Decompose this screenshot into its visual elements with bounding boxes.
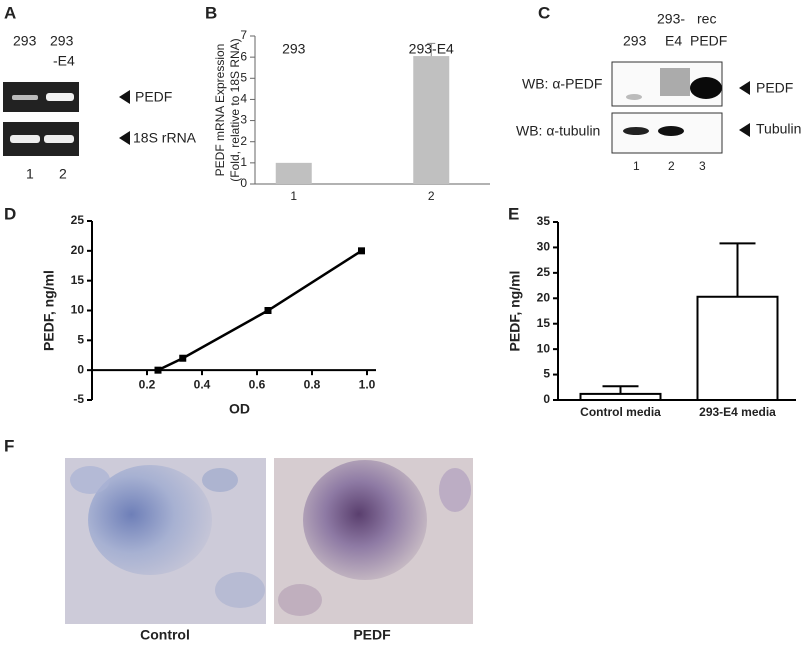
micrograph [65,458,266,624]
y-axis-label: (Fold, relative to 18S RNA) [228,38,242,181]
arrow [739,81,750,95]
lane-number: 3 [699,159,706,173]
x-axis-label: OD [229,401,250,417]
panel-label: D [4,204,16,223]
marker [358,247,365,255]
y-tick-label: 25 [71,213,85,227]
lane-number: 1 [26,166,34,182]
gel-band [46,93,74,101]
annotation: 293 [282,41,306,57]
x-tick-label: 0.8 [304,377,321,391]
y-axis-label: PEDF mRNA Expression [213,44,227,177]
blot-band [623,127,649,135]
marker [179,354,187,362]
lane-header: 293 [50,33,74,49]
gel-band [10,135,40,143]
micrograph [274,458,473,624]
y-tick-label: 6 [240,49,247,63]
panel-label: B [205,3,217,22]
band-label: Tubulin [756,121,801,137]
lane-header: -E4 [53,53,75,69]
image-label: PEDF [353,627,391,643]
blot-band [690,77,722,99]
y-tick-label: 2 [240,134,247,148]
x-tick-label: 293-E4 media [699,405,776,419]
marker [264,307,272,314]
gel-band [44,135,74,143]
lane-header: E4 [665,33,682,49]
y-tick-label: 10 [71,303,85,317]
x-tick-label: 0.2 [139,377,156,391]
y-tick-label: 25 [537,265,551,279]
blot-band [660,68,690,96]
marker [154,366,162,374]
y-tick-label: 5 [240,70,247,84]
x-tick-label: 1.0 [359,377,376,391]
panel-label: A [4,3,16,22]
error-bar [427,42,436,57]
annotation: 293-E4 [409,41,454,57]
blot-band [658,126,684,136]
blot-band [626,94,642,100]
lane-header: 293- [657,11,685,27]
y-tick-label: 0 [240,176,247,190]
y-tick-label: 30 [537,240,551,254]
bar [413,56,450,185]
lane-number: 2 [668,159,675,173]
y-tick-label: 20 [71,243,85,257]
lane-number: 2 [59,166,67,182]
y-axis-label: PEDF, ng/ml [41,270,57,351]
bar [696,295,779,402]
arrow [739,123,750,137]
lane-header: rec [697,11,716,27]
panel-label: F [4,436,14,455]
row-label: WB: α-PEDF [522,76,602,92]
band-label: 18S rRNA [133,130,197,146]
y-tick-label: 35 [537,214,551,228]
band-label: PEDF [756,80,793,96]
x-tick-label: 0.6 [249,377,266,391]
y-tick-label: 10 [537,341,551,355]
band-label: PEDF [135,89,172,105]
x-tick-label: Control media [580,405,661,419]
y-tick-label: 0 [543,392,550,406]
y-tick-label: 3 [240,113,247,127]
row-label: WB: α-tubulin [516,123,600,139]
error-bar [719,242,756,297]
y-tick-label: 15 [71,273,85,287]
bar [275,162,312,184]
line [157,249,363,372]
x-tick-label: 1 [290,189,297,203]
x-tick-label: 2 [428,189,435,203]
y-tick-label: -5 [73,392,84,406]
panel-label: C [538,3,550,22]
y-tick-label: 4 [240,92,247,106]
x-tick-label: 0.4 [194,377,211,391]
error-bar [602,385,639,394]
y-tick-label: 1 [240,155,247,169]
y-tick-label: 5 [543,367,550,381]
arrow [119,90,130,104]
y-tick-label: 15 [537,316,551,330]
y-axis-label: PEDF, ng/ml [507,271,523,352]
y-tick-label: 20 [537,290,551,304]
lane-header: 293 [623,33,647,49]
y-tick-label: 5 [77,333,84,347]
lane-header: PEDF [690,33,727,49]
gel-band [12,95,38,100]
lane-header: 293 [13,33,37,49]
bar [579,392,662,402]
arrow [119,131,130,145]
image-label: Control [140,627,190,643]
lane-number: 1 [633,159,640,173]
y-tick-label: 7 [240,28,247,42]
panel-label: E [508,204,519,223]
y-tick-label: 0 [77,362,84,376]
